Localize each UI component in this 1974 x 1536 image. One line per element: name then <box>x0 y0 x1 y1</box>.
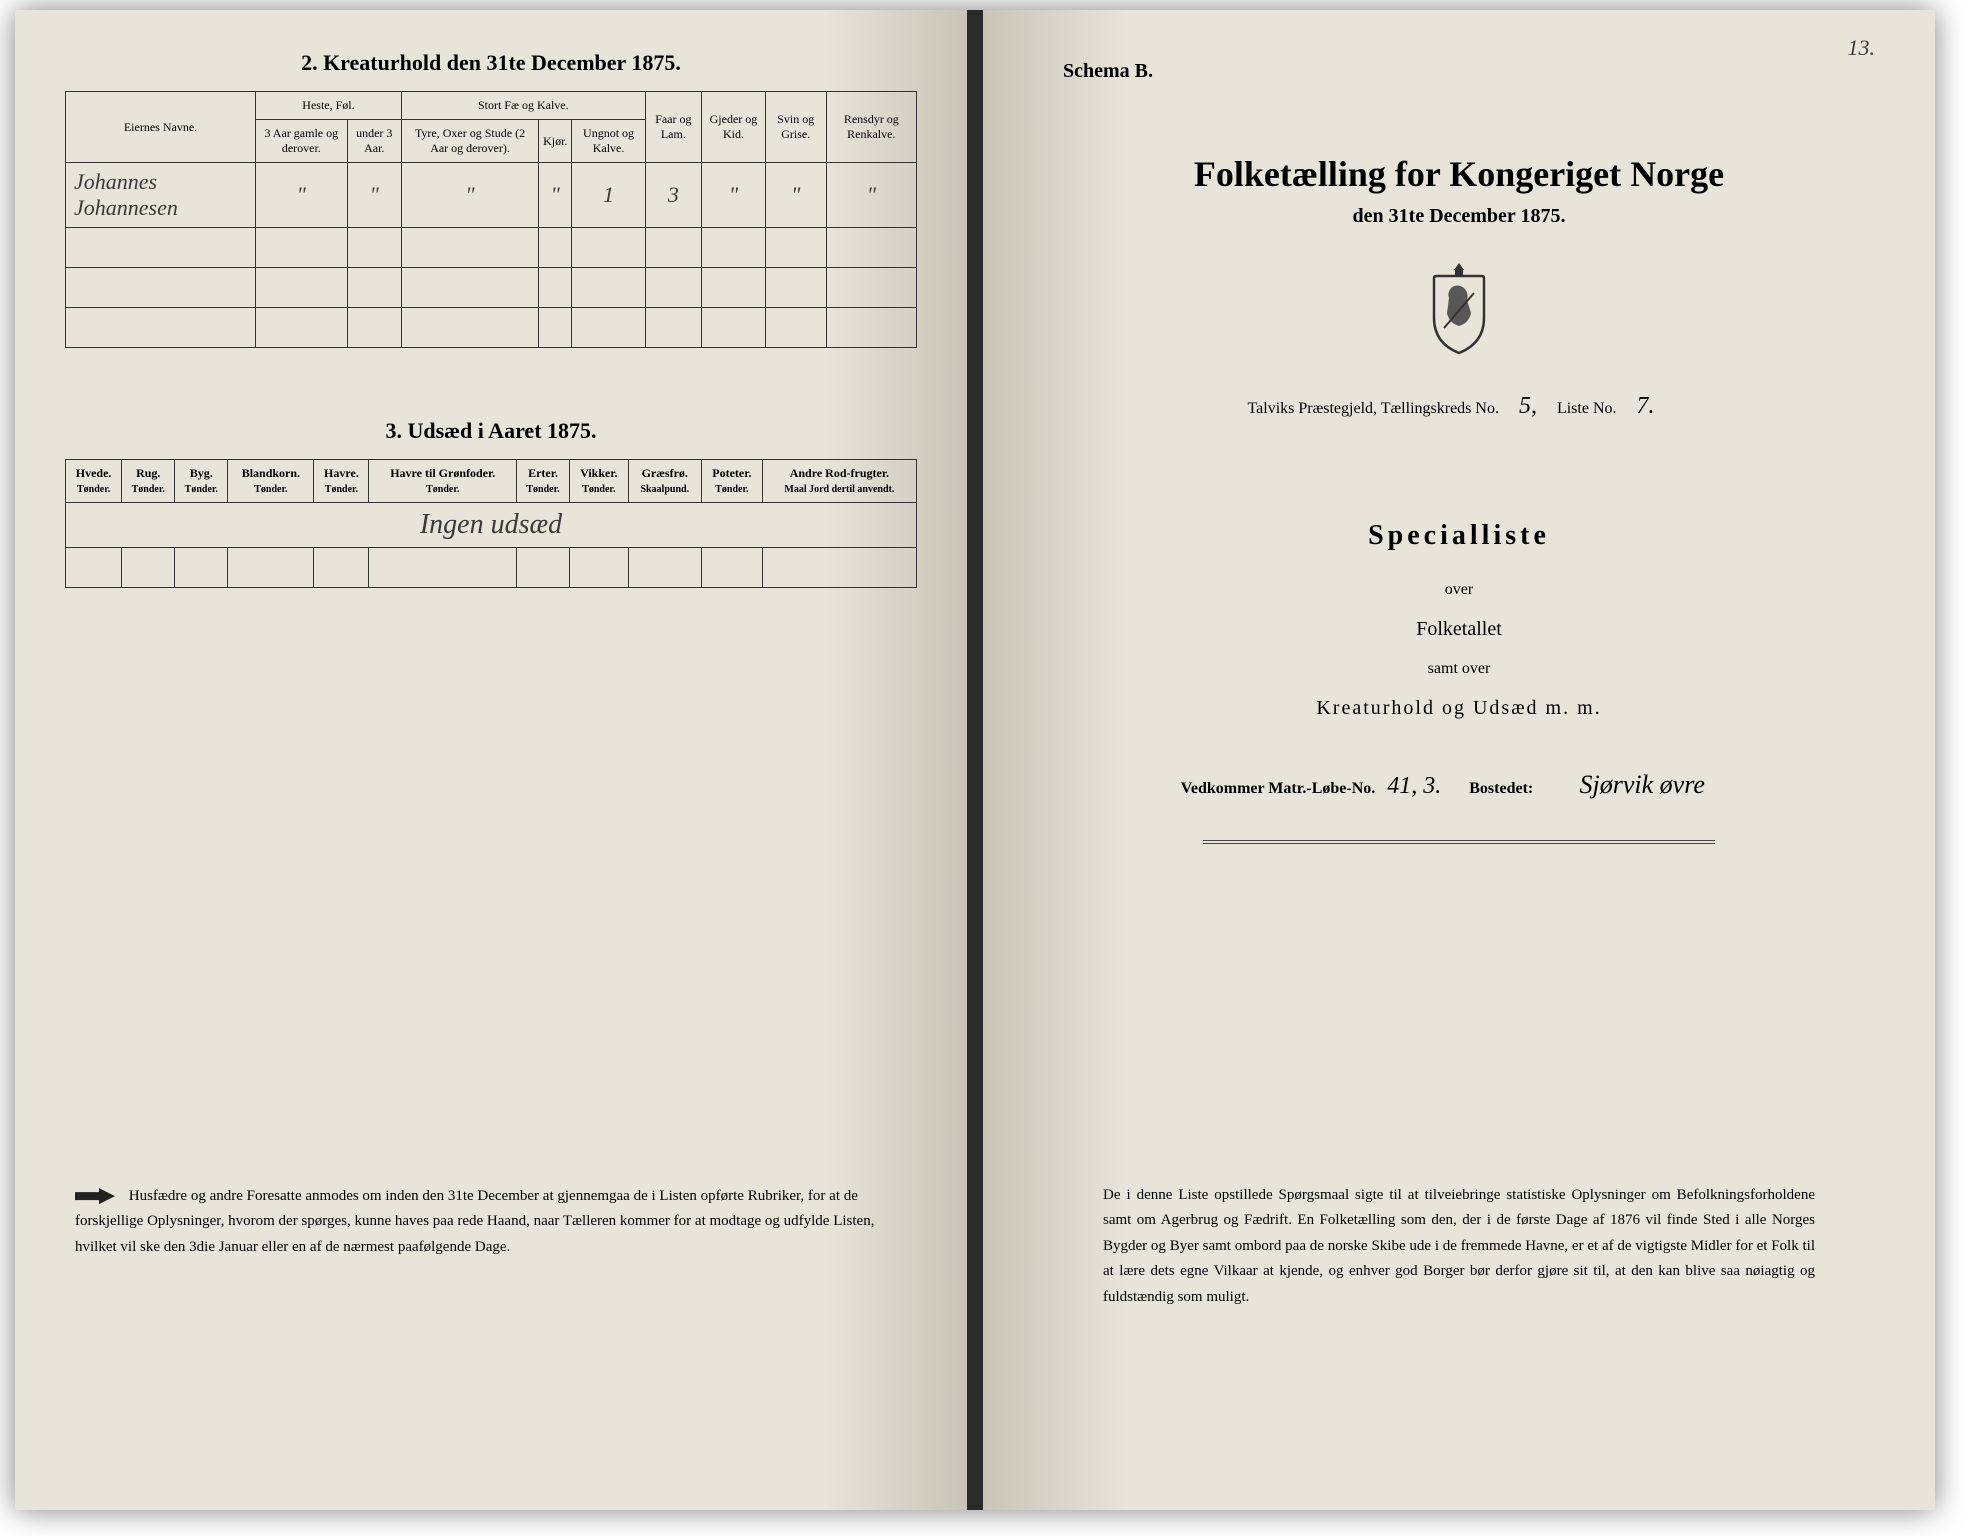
pointing-hand-icon <box>75 1186 115 1206</box>
section3-title: 3. Udsæd i Aaret 1875. <box>65 418 917 444</box>
col-blandkorn: Blandkorn.Tønder. <box>228 460 314 503</box>
col-rug: Rug.Tønder. <box>122 460 175 503</box>
col-hvede: Hvede.Tønder. <box>66 460 122 503</box>
divider <box>1203 840 1714 844</box>
seed-row-text: Ingen udsæd <box>66 503 917 548</box>
cell: " <box>539 163 572 228</box>
bosted-value: Sjørvik øvre <box>1537 770 1737 800</box>
page-number: 13. <box>1848 35 1876 61</box>
col-heste-under3: under 3 Aar. <box>347 120 401 163</box>
seed-row-empty <box>66 548 917 588</box>
right-footnote: De i denne Liste opstillede Spørgsmaal s… <box>1103 1183 1815 1311</box>
seed-row: Ingen udsæd <box>66 503 917 548</box>
seed-header-row: Hvede.Tønder. Rug.Tønder. Byg.Tønder. Bl… <box>66 460 917 503</box>
col-kjor: Kjør. <box>539 120 572 163</box>
col-rodfrugter: Andre Rod-frugter.Maal Jord dertil anven… <box>762 460 916 503</box>
col-eiernes-navne: Eiernes Navne. <box>66 92 256 163</box>
table-row-empty <box>66 308 917 348</box>
col-group-stort: Stort Fæ og Kalve. <box>401 92 645 120</box>
col-ungnot: Ungnot og Kalve. <box>572 120 645 163</box>
col-vikker: Vikker.Tønder. <box>570 460 629 503</box>
section2-title: 2. Kreaturhold den 31te December 1875. <box>65 50 917 76</box>
kreds-line: Talviks Præstegjeld, Tællingskreds No. 5… <box>1033 393 1885 420</box>
liste-label: Liste No. <box>1557 400 1617 417</box>
col-tyre: Tyre, Oxer og Stude (2 Aar og derover). <box>401 120 538 163</box>
col-havre: Havre.Tønder. <box>314 460 369 503</box>
col-heste-3aar: 3 Aar gamle og derover. <box>256 120 348 163</box>
table-row-empty <box>66 228 917 268</box>
cell: " <box>347 163 401 228</box>
book-spread: 2. Kreaturhold den 31te December 1875. E… <box>15 10 1935 1510</box>
coat-of-arms-icon <box>1033 258 1885 363</box>
cell: " <box>826 163 916 228</box>
col-rensdyr: Rensdyr og Renkalve. <box>826 92 916 163</box>
udsaed-table: Hvede.Tønder. Rug.Tønder. Byg.Tønder. Bl… <box>65 459 917 588</box>
col-havre-gron: Havre til Grønfoder.Tønder. <box>369 460 517 503</box>
main-title: Folketælling for Kongeriget Norge <box>1033 153 1885 195</box>
specialliste-heading: Specialliste <box>1033 520 1885 552</box>
col-group-heste: Heste, Føl. <box>256 92 402 120</box>
left-page: 2. Kreaturhold den 31te December 1875. E… <box>15 10 975 1510</box>
folketallet-label: Folketallet <box>1033 607 1885 651</box>
over-block: over Folketallet samt over Kreaturhold o… <box>1033 572 1885 730</box>
col-byg: Byg.Tønder. <box>175 460 228 503</box>
col-faar: Faar og Lam. <box>645 92 701 163</box>
footnote-text: Husfædre og andre Foresatte anmodes om i… <box>75 1188 874 1255</box>
kreaturhold-label: Kreaturhold og Udsæd m. m. <box>1033 686 1885 730</box>
over-label: over <box>1033 572 1885 607</box>
right-page: 13. Schema B. Folketælling for Kongerige… <box>975 10 1935 1510</box>
matr-no: 41, 3. <box>1379 773 1449 800</box>
table-row-empty <box>66 268 917 308</box>
col-gjeder: Gjeder og Kid. <box>702 92 766 163</box>
bosted-label: Bostedet: <box>1469 780 1533 797</box>
owner-name: Johannes Johannesen <box>66 163 256 228</box>
liste-no: 7. <box>1621 393 1671 420</box>
matr-line: Vedkommer Matr.-Løbe-No. 41, 3. Bostedet… <box>1033 770 1885 800</box>
schema-label: Schema B. <box>1063 60 1885 83</box>
kreaturhold-table: Eiernes Navne. Heste, Føl. Stort Fæ og K… <box>65 91 917 348</box>
cell: " <box>256 163 348 228</box>
cell: " <box>401 163 538 228</box>
col-poteter: Poteter.Tønder. <box>701 460 762 503</box>
cell: " <box>702 163 766 228</box>
kreds-no: 5, <box>1503 393 1553 420</box>
subtitle-date: den 31te December 1875. <box>1033 205 1885 228</box>
table-row: Johannes Johannesen " " " " 1 3 " " " <box>66 163 917 228</box>
matr-label: Vedkommer Matr.-Løbe-No. <box>1181 780 1376 797</box>
kreds-prefix: Talviks Præstegjeld, Tællingskreds No. <box>1247 400 1498 417</box>
col-erter: Erter.Tønder. <box>517 460 570 503</box>
scan-background: 2. Kreaturhold den 31te December 1875. E… <box>0 0 1974 1536</box>
cell: 1 <box>572 163 645 228</box>
cell: " <box>765 163 826 228</box>
col-svin: Svin og Grise. <box>765 92 826 163</box>
col-graesfro: Græsfrø.Skaalpund. <box>628 460 701 503</box>
left-footnote: Husfædre og andre Foresatte anmodes om i… <box>75 1184 897 1261</box>
cell: 3 <box>645 163 701 228</box>
samt-over-label: samt over <box>1033 651 1885 686</box>
